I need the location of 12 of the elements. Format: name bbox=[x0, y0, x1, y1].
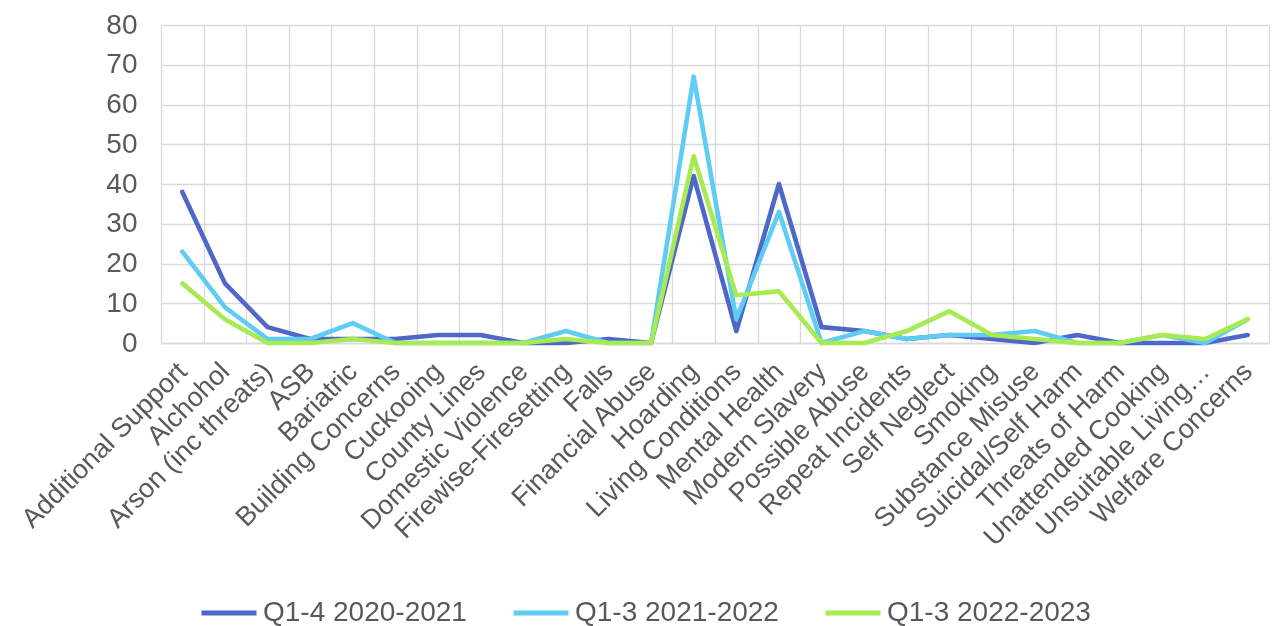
y-tick-label: 10 bbox=[106, 286, 138, 318]
y-tick-label: 70 bbox=[106, 48, 138, 80]
y-tick-label: 50 bbox=[106, 127, 138, 159]
legend-label: Q1-3 2021-2022 bbox=[575, 596, 779, 626]
y-tick-label: 30 bbox=[106, 207, 138, 239]
y-tick-label: 40 bbox=[106, 167, 138, 199]
y-tick-label: 80 bbox=[106, 8, 138, 40]
y-tick-label: 20 bbox=[106, 247, 138, 278]
y-tick-label: 60 bbox=[106, 88, 138, 119]
y-tick-label: 0 bbox=[121, 326, 138, 358]
legend-label: Q1-4 2020-2021 bbox=[263, 596, 467, 626]
legend-label: Q1-3 2022-2023 bbox=[887, 596, 1091, 626]
